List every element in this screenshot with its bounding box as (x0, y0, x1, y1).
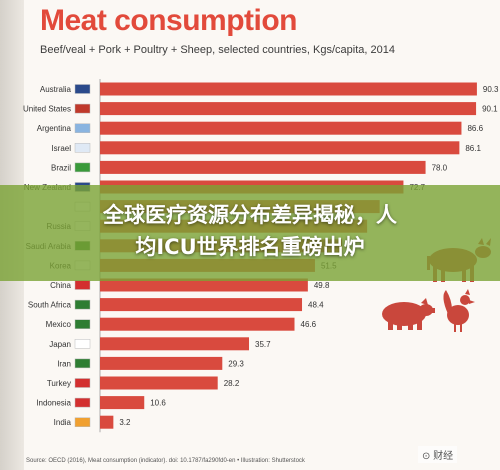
watermark: ⊙ 财经 (418, 446, 458, 463)
bar (100, 102, 477, 116)
value-label: 35.7 (255, 340, 271, 349)
category-label: Turkey (47, 379, 71, 388)
category-label: Argentina (37, 124, 72, 133)
country-flag-icon (74, 143, 91, 153)
value-label: 90.1 (482, 105, 498, 114)
value-label: 3.2 (119, 418, 131, 427)
chart-title: Meat consumption (40, 4, 298, 37)
value-label: 49.8 (314, 281, 330, 290)
country-flag-icon (74, 397, 91, 408)
bar (100, 376, 218, 390)
value-label: 90.3 (483, 85, 499, 94)
value-label: 28.2 (224, 379, 240, 388)
headline-text: 全球医疗资源分布差异揭秘，人 均ICU世界排名重磅出炉 (0, 199, 500, 263)
chart-subtitle: Beef/veal + Pork + Poultry + Sheep, sele… (40, 44, 395, 56)
category-label: China (50, 281, 71, 290)
headline-line-2: 均ICU世界排名重磅出炉 (135, 235, 365, 259)
country-flag-icon (74, 103, 91, 114)
country-flag-icon (74, 280, 91, 290)
category-label: United States (23, 105, 71, 114)
country-flag-icon (74, 358, 91, 369)
category-label: Australia (40, 85, 72, 94)
country-flag-icon (74, 162, 91, 173)
category-label: Japan (49, 340, 71, 349)
country-flag-icon (74, 417, 91, 427)
country-flag-icon (74, 319, 91, 329)
bar (100, 278, 308, 292)
bar (100, 337, 250, 351)
bar (100, 121, 462, 135)
category-label: Indonesia (36, 399, 71, 408)
bar (100, 82, 477, 96)
category-label: Iran (57, 359, 71, 368)
country-flag-icon (74, 123, 91, 133)
country-flag-icon (74, 378, 91, 388)
rooster-icon (443, 289, 475, 332)
value-label: 29.3 (228, 359, 244, 368)
headline-line-1: 全球医疗资源分布差异揭秘，人 (103, 203, 397, 227)
category-label: Israel (51, 144, 71, 153)
pig-icon (382, 298, 435, 330)
country-flag-icon (74, 299, 91, 310)
source-note: Source: OECD (2016), Meat consumption (i… (26, 458, 305, 464)
country-flag-icon (74, 339, 91, 349)
value-label: 78.0 (432, 163, 448, 172)
bar (100, 356, 223, 370)
value-label: 86.1 (465, 144, 481, 153)
country-flag-icon (74, 84, 91, 94)
value-label: 48.4 (308, 301, 324, 310)
headline-banner (0, 185, 500, 281)
bar (100, 317, 295, 331)
value-label: 10.6 (150, 399, 166, 408)
category-label: Mexico (46, 320, 72, 329)
value-label: 86.6 (467, 124, 483, 133)
value-label: 46.6 (301, 320, 317, 329)
category-label: India (54, 418, 72, 427)
bar (100, 141, 460, 155)
category-label: Brazil (51, 163, 71, 172)
bar (100, 396, 145, 410)
bar (100, 298, 303, 312)
category-label: South Africa (28, 301, 72, 310)
bar (100, 415, 114, 429)
bar (100, 160, 426, 174)
